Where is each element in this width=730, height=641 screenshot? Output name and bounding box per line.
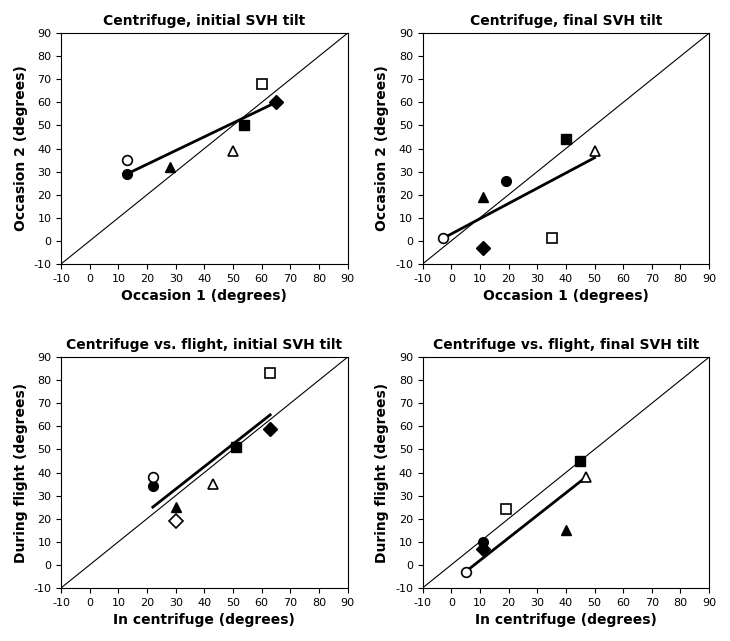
X-axis label: Occasion 1 (degrees): Occasion 1 (degrees) [121, 289, 288, 303]
Title: Centrifuge vs. flight, final SVH tilt: Centrifuge vs. flight, final SVH tilt [433, 338, 699, 352]
Title: Centrifuge, final SVH tilt: Centrifuge, final SVH tilt [469, 14, 662, 28]
Title: Centrifuge vs. flight, initial SVH tilt: Centrifuge vs. flight, initial SVH tilt [66, 338, 342, 352]
Y-axis label: Occasion 2 (degrees): Occasion 2 (degrees) [375, 65, 389, 231]
X-axis label: Occasion 1 (degrees): Occasion 1 (degrees) [483, 289, 649, 303]
Y-axis label: During flight (degrees): During flight (degrees) [375, 383, 389, 563]
X-axis label: In centrifuge (degrees): In centrifuge (degrees) [475, 613, 657, 627]
X-axis label: In centrifuge (degrees): In centrifuge (degrees) [113, 613, 295, 627]
Title: Centrifuge, initial SVH tilt: Centrifuge, initial SVH tilt [103, 14, 305, 28]
Y-axis label: Occasion 2 (degrees): Occasion 2 (degrees) [14, 65, 28, 231]
Y-axis label: During flight (degrees): During flight (degrees) [14, 383, 28, 563]
